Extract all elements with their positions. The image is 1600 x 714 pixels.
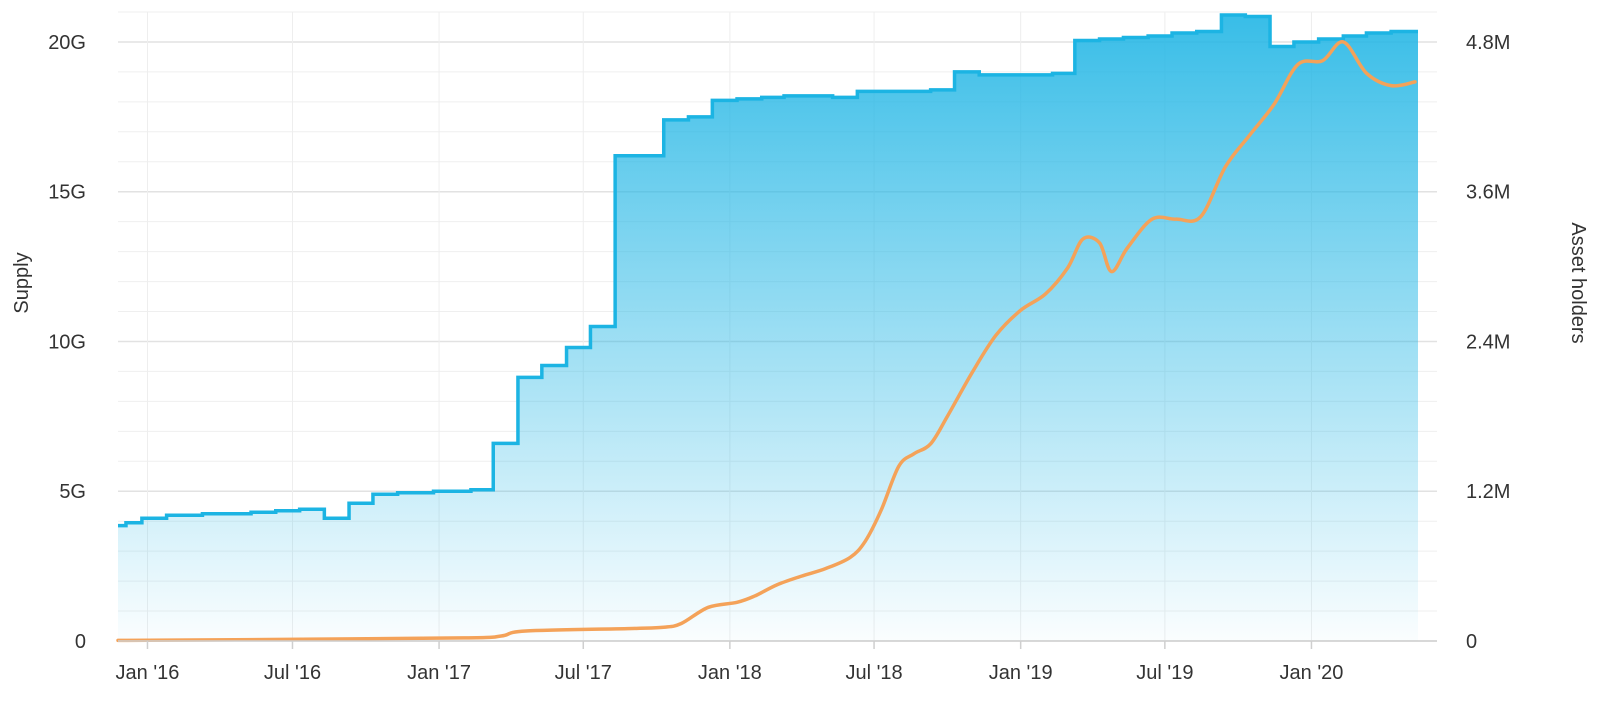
y-right-tick-label: 0 <box>1466 631 1477 653</box>
x-tick-label: Jan '16 <box>116 662 180 684</box>
x-tick-label: Jan '17 <box>407 662 471 684</box>
y-left-tick-label: 10G <box>48 331 86 353</box>
x-tick-label: Jan '19 <box>989 662 1053 684</box>
y-right-axis-title: Asset holders <box>1567 222 1589 343</box>
y-right-tick-label: 3.6M <box>1466 182 1510 204</box>
y-right-tick-label: 1.2M <box>1466 481 1510 503</box>
x-tick-label: Jul '18 <box>845 662 902 684</box>
y-left-axis-ticks: 0 5G 10G 15G 20G <box>48 32 86 653</box>
supply-series <box>118 13 1418 641</box>
x-tick-label: Jul '19 <box>1136 662 1193 684</box>
y-left-tick-label: 20G <box>48 32 86 54</box>
y-left-axis-title: Supply <box>11 252 33 313</box>
y-left-tick-label: 0 <box>75 631 86 653</box>
y-left-tick-label: 15G <box>48 182 86 204</box>
x-tick-label: Jul '16 <box>264 662 321 684</box>
x-tick-label: Jul '17 <box>555 662 612 684</box>
x-axis-ticks: Jan '16 Jul '16 Jan '17 Jul '17 Jan '18 Jul '… <box>116 641 1344 684</box>
supply-line <box>118 13 1418 528</box>
y-left-tick-label: 5G <box>59 481 86 503</box>
x-tick-label: Jan '18 <box>698 662 762 684</box>
y-right-tick-label: 2.4M <box>1466 331 1510 353</box>
y-right-axis-ticks: 0 1.2M 2.4M 3.6M 4.8M <box>1466 32 1510 653</box>
y-right-tick-label: 4.8M <box>1466 32 1510 54</box>
asset-holders-line <box>116 40 1417 643</box>
supply-area <box>118 14 1418 641</box>
x-tick-label: Jan '20 <box>1280 662 1344 684</box>
